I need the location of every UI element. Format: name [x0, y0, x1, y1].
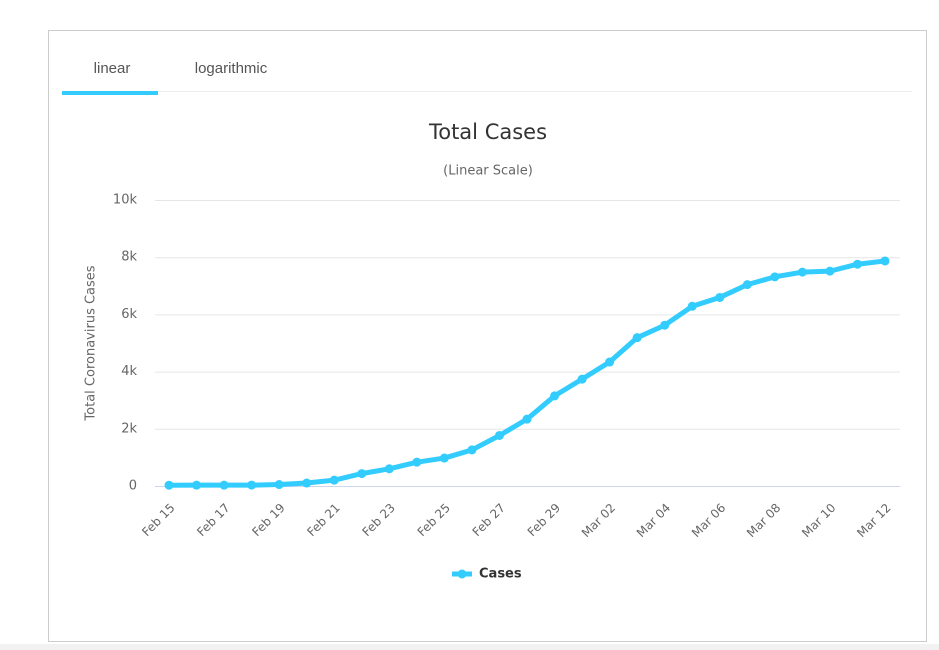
marker	[274, 480, 284, 490]
marker	[605, 357, 615, 367]
tab[interactable]: logarithmic	[195, 60, 268, 77]
chart-subtitle: (Linear Scale)	[443, 164, 533, 179]
y-tick-label: 0	[129, 479, 137, 494]
marker	[192, 480, 202, 490]
legend-label: Cases	[479, 567, 522, 582]
marker	[219, 480, 229, 490]
marker	[522, 414, 532, 424]
marker	[687, 301, 697, 311]
panel	[48, 30, 927, 642]
legend-marker	[457, 569, 467, 579]
marker	[577, 374, 587, 384]
marker	[825, 266, 835, 276]
marker	[412, 457, 422, 467]
marker	[660, 320, 670, 330]
y-tick-label: 4k	[121, 364, 137, 379]
y-tick-label: 2k	[121, 421, 137, 436]
marker	[357, 469, 367, 479]
y-axis-label: Total Coronavirus Cases	[84, 265, 99, 421]
marker	[852, 259, 862, 269]
marker	[329, 475, 339, 485]
marker	[550, 391, 560, 401]
marker	[164, 480, 174, 490]
y-tick-label: 6k	[121, 307, 137, 322]
marker	[715, 292, 725, 302]
page-footer-strip	[0, 644, 939, 650]
marker	[384, 464, 394, 474]
marker	[494, 430, 504, 440]
y-tick-label: 10k	[113, 193, 138, 208]
marker	[632, 333, 642, 343]
chart-title: Total Cases	[428, 120, 547, 144]
marker	[439, 453, 449, 463]
marker	[742, 280, 752, 290]
marker	[797, 267, 807, 277]
y-tick-label: 8k	[121, 250, 137, 265]
marker	[247, 480, 257, 490]
marker	[770, 272, 780, 282]
tab-active-indicator	[62, 91, 158, 95]
tab[interactable]: linear	[94, 60, 131, 77]
marker	[302, 478, 312, 488]
marker	[467, 445, 477, 455]
marker	[880, 256, 890, 266]
